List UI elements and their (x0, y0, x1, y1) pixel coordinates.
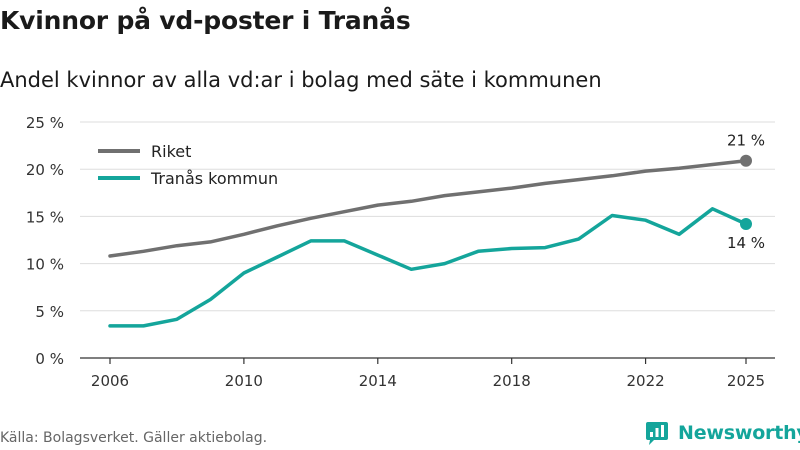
brand-name: Newsworthy (678, 422, 800, 444)
x-tick-label: 2025 (727, 372, 765, 390)
end-value-label: 21 % (727, 132, 765, 150)
y-tick-label: 0 % (35, 350, 64, 368)
chart-title: Kvinnor på vd-poster i Tranås (0, 6, 411, 35)
x-tick-label: 2006 (91, 372, 129, 390)
x-tick-label: 2022 (626, 372, 664, 390)
brand-logo: Newsworthy (644, 419, 800, 447)
source-note: Källa: Bolagsverket. Gäller aktiebolag. (0, 430, 268, 446)
newsworthy-logo-icon (646, 422, 668, 445)
series-end-point-tranås-kommun (740, 217, 752, 230)
x-tick-label: 2014 (359, 372, 397, 390)
chart-subtitle: Andel kvinnor av alla vd:ar i bolag med … (0, 68, 602, 92)
y-tick-label: 5 % (35, 303, 64, 321)
series-end-point-riket (740, 154, 752, 167)
series-line-tranås-kommun (108, 207, 748, 328)
y-tick-label: 15 % (26, 208, 64, 226)
legend-label: Tranås kommun (150, 169, 278, 188)
legend-label: Riket (151, 142, 191, 161)
y-tick-label: 20 % (26, 161, 64, 179)
y-tick-label: 10 % (26, 256, 64, 274)
x-tick-label: 2010 (225, 372, 263, 390)
y-tick-label: 25 % (26, 114, 64, 132)
x-tick-label: 2018 (493, 372, 531, 390)
series-line-riket (108, 158, 748, 258)
end-value-label: 14 % (727, 234, 765, 252)
